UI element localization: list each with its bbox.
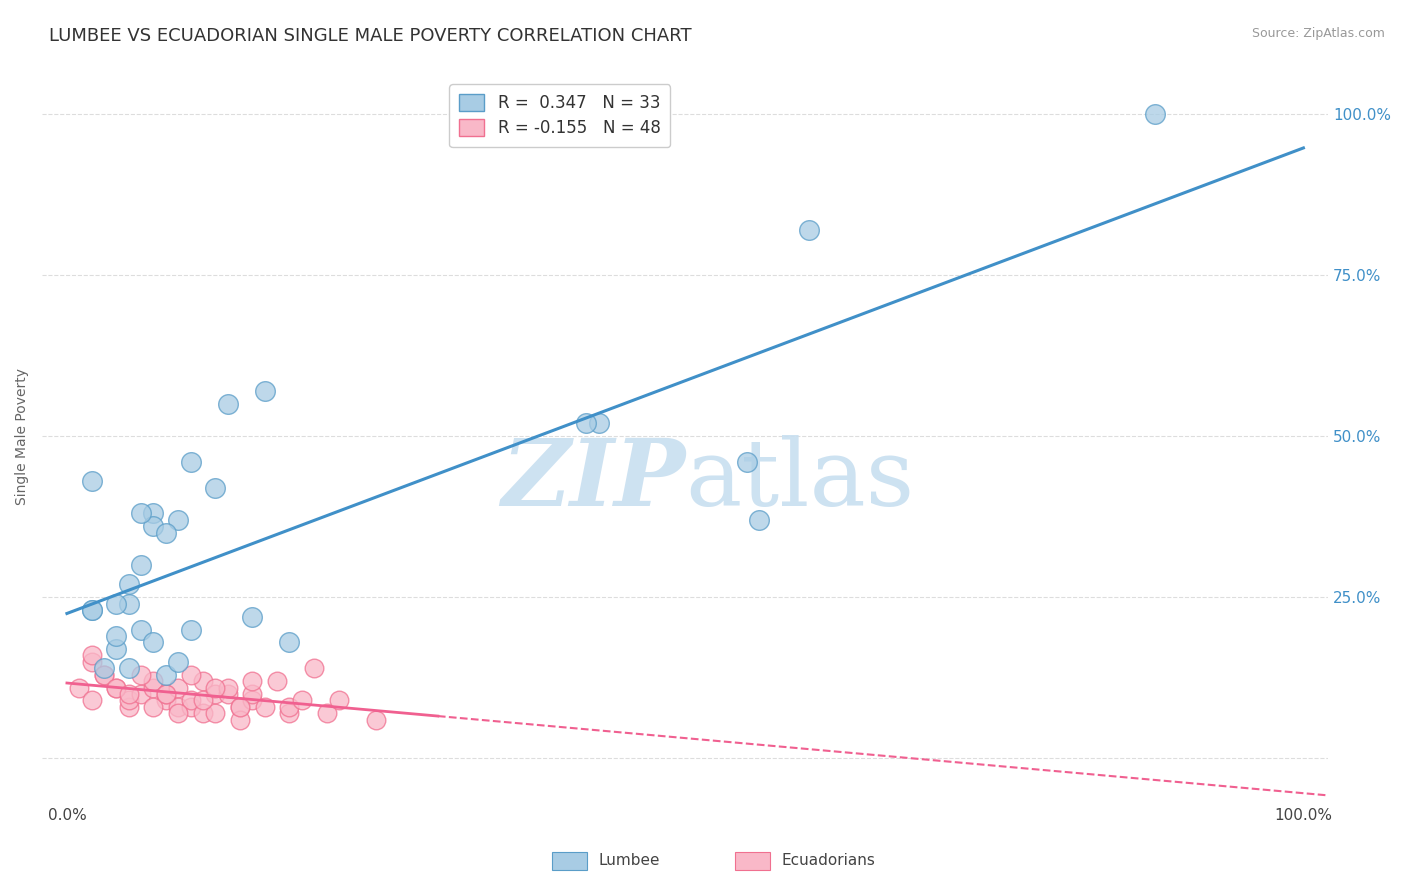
Point (105, 681, 128, 695)
Point (575, 416, 598, 430)
Point (204, 687, 226, 701)
Point (155, 687, 177, 701)
Point (142, 699, 165, 714)
Legend: R =  0.347   N = 33, R = -0.155   N = 48: R = 0.347 N = 33, R = -0.155 N = 48 (449, 84, 671, 147)
Point (1144, 106, 1167, 120)
Point (129, 667, 152, 681)
Point (155, 525, 177, 540)
Point (204, 706, 226, 721)
Point (253, 384, 276, 398)
Point (105, 681, 128, 695)
Point (242, 674, 264, 689)
Point (105, 641, 128, 656)
Point (167, 655, 190, 669)
Point (229, 699, 252, 714)
Point (748, 513, 770, 527)
Point (328, 693, 350, 707)
Point (118, 577, 141, 591)
Point (229, 713, 252, 727)
Point (253, 699, 276, 714)
Text: LUMBEE VS ECUADORIAN SINGLE MALE POVERTY CORRELATION CHART: LUMBEE VS ECUADORIAN SINGLE MALE POVERTY… (49, 27, 692, 45)
Point (266, 674, 288, 689)
Point (180, 699, 202, 714)
Point (80, 693, 103, 707)
Point (142, 635, 165, 649)
Point (797, 223, 820, 237)
Point (364, 713, 387, 727)
Point (142, 681, 165, 695)
Point (180, 667, 202, 681)
Point (80, 655, 103, 669)
Point (80, 603, 103, 617)
Point (278, 699, 301, 714)
Text: Lumbee: Lumbee (599, 854, 659, 868)
Point (180, 693, 202, 707)
Text: ZIP: ZIP (501, 435, 685, 525)
Point (191, 693, 214, 707)
Point (129, 558, 152, 572)
Point (118, 693, 141, 707)
Point (93, 661, 115, 675)
Point (105, 597, 128, 611)
Point (142, 519, 165, 533)
Point (167, 513, 190, 527)
Point (191, 706, 214, 721)
Point (142, 674, 165, 689)
Text: Source: ZipAtlas.com: Source: ZipAtlas.com (1251, 27, 1385, 40)
Point (80, 474, 103, 488)
Point (191, 674, 214, 689)
Text: Ecuadorians: Ecuadorians (782, 854, 875, 868)
Point (155, 667, 177, 681)
Point (291, 693, 314, 707)
Point (142, 507, 165, 521)
Point (278, 706, 301, 721)
Text: atlas: atlas (685, 435, 914, 525)
Point (105, 629, 128, 643)
Point (315, 706, 337, 721)
Point (80, 648, 103, 663)
Point (67, 681, 90, 695)
Point (118, 597, 141, 611)
Point (118, 687, 141, 701)
Point (229, 699, 252, 714)
Point (242, 609, 264, 624)
Point (167, 699, 190, 714)
Point (129, 507, 152, 521)
Point (588, 416, 610, 430)
Point (80, 603, 103, 617)
Point (204, 481, 226, 495)
Y-axis label: Single Male Poverty: Single Male Poverty (15, 368, 30, 505)
Point (217, 687, 239, 701)
Point (204, 681, 226, 695)
Point (167, 681, 190, 695)
Point (180, 623, 202, 637)
Point (735, 455, 758, 469)
Point (93, 667, 115, 681)
Point (93, 667, 115, 681)
Point (155, 693, 177, 707)
Point (242, 693, 264, 707)
Point (302, 661, 325, 675)
Point (167, 706, 190, 721)
Point (217, 397, 239, 411)
Point (242, 687, 264, 701)
Point (155, 687, 177, 701)
Point (129, 687, 152, 701)
Point (129, 623, 152, 637)
Point (180, 455, 202, 469)
Point (217, 681, 239, 695)
Point (118, 699, 141, 714)
Point (118, 661, 141, 675)
Point (278, 635, 301, 649)
